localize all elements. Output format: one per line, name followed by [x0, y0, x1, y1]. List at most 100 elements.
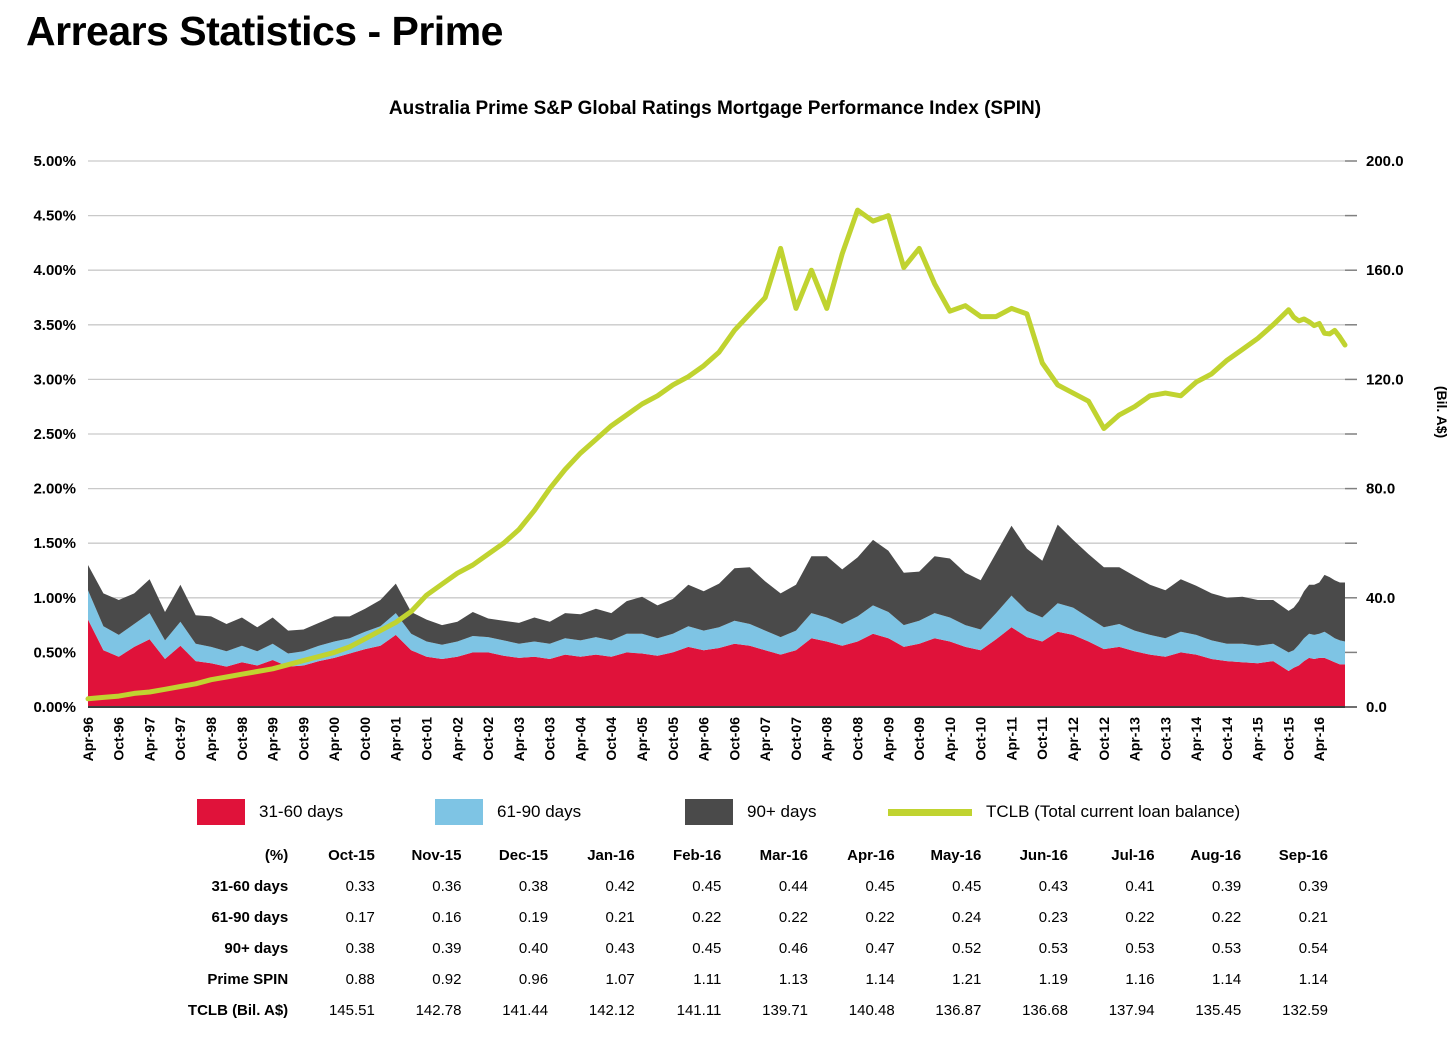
table-cell: 0.54	[1298, 940, 1328, 957]
table-row-label: Prime SPIN	[207, 971, 289, 988]
x-axis-tick-label: Apr-02	[449, 717, 465, 762]
table-month-header: Jul-16	[1111, 847, 1155, 864]
legend-label: TCLB (Total current loan balance)	[986, 802, 1241, 821]
x-axis-tick-label: Apr-97	[141, 717, 157, 762]
table-cell: 0.36	[432, 878, 462, 895]
x-axis-tick-label: Apr-08	[819, 717, 835, 762]
table-cell: 0.39	[1212, 878, 1242, 895]
table-cell: 135.45	[1195, 1002, 1242, 1019]
x-axis-tick-label: Oct-07	[788, 717, 804, 761]
legend-color-swatch	[685, 799, 733, 825]
table-month-header: Jan-16	[587, 847, 635, 864]
table-cell: 0.92	[432, 971, 462, 988]
table-cell: 1.16	[1125, 971, 1155, 988]
table-cell: 1.14	[1212, 971, 1242, 988]
x-axis-tick-label: Apr-11	[1003, 717, 1019, 761]
table-cell: 0.45	[952, 878, 982, 895]
x-axis-tick-label: Oct-01	[419, 717, 435, 761]
x-axis-tick-label: Apr-05	[634, 717, 650, 762]
x-axis-tick-label: Apr-06	[696, 717, 712, 762]
table-cell: 0.33	[345, 878, 375, 895]
x-axis-labels: Apr-96 Oct-96 Apr-97 Oct-97 Apr-98 Oct-98 Apr-…	[80, 717, 1327, 762]
legend-color-swatch	[197, 799, 245, 825]
table-cell: 0.16	[432, 909, 462, 926]
legend-item-90+: 90+ days	[685, 795, 816, 829]
table-cell: 0.96	[518, 971, 549, 988]
table-cell: 0.46	[778, 940, 809, 957]
x-axis-tick-label: Apr-07	[757, 717, 773, 762]
y-right-tick-label: 120.0	[1366, 371, 1404, 388]
x-axis-tick-label: Apr-99	[265, 717, 281, 762]
arrears-data-table: (%) Oct-15 Nov-15 Dec-15 Jan-16 Feb-16 Mar-16 A…	[4, 840, 1338, 1026]
table-month-header: Mar-16	[759, 847, 809, 864]
x-axis-tick-label: Apr-15	[1250, 717, 1266, 762]
table-month-header: Nov-15	[411, 847, 462, 864]
legend-color-swatch	[435, 799, 483, 825]
x-axis-tick-label: Oct-96	[111, 717, 127, 761]
table-cell: 1.21	[952, 971, 982, 988]
table-month-header: Apr-16	[847, 847, 895, 864]
chart-title: Australia Prime S&P Global Ratings Mortg…	[388, 98, 1042, 119]
x-axis-tick-label: Apr-14	[1188, 717, 1204, 762]
y-right-tick-label: 0.0	[1366, 699, 1387, 716]
table-cell: 0.39	[432, 940, 462, 957]
legend-item-tclb: TCLB (Total current loan balance)	[888, 795, 1240, 829]
table-cell: 0.22	[1125, 909, 1155, 926]
table-month-header: Jun-16	[1019, 847, 1068, 864]
y-left-tick-label: 3.00%	[33, 371, 76, 388]
table-row: 90+ days 0.38 0.39 0.40 0.43 0.45 0.46 0.47 0.52…	[4, 933, 1338, 964]
table-cell: 0.17	[345, 909, 375, 926]
legend-label: 61-90 days	[497, 802, 582, 821]
x-axis-tick-label: Apr-01	[388, 717, 404, 762]
y-left-axis-labels: 0.00% 0.50% 1.00% 1.50% 2.00% 2.50% 3.00% 3.50%…	[33, 153, 76, 716]
x-axis-tick-label: Apr-04	[572, 717, 588, 762]
x-axis-tick-label: Oct-09	[911, 717, 927, 761]
table-cell: 141.44	[502, 1002, 549, 1019]
x-axis-tick-label: Oct-98	[234, 717, 250, 761]
tclb-line	[85, 207, 1348, 702]
area-61-90-days	[88, 590, 1345, 671]
table-row-label: 61-90 days	[211, 909, 289, 926]
x-axis-tick-label: Oct-13	[1157, 717, 1173, 761]
table-row: 31-60 days 0.33 0.36 0.38 0.42 0.45 0.44 0.45 0.…	[4, 871, 1338, 902]
x-axis-tick-label: Apr-16	[1311, 717, 1327, 762]
legend-label: 90+ days	[747, 802, 817, 821]
table-month-header: Oct-15	[328, 847, 375, 864]
table-cell: 0.53	[1038, 940, 1068, 957]
table-cell: 0.22	[1212, 909, 1242, 926]
table-row-label: 90+ days	[224, 940, 289, 957]
y-left-tick-label: 2.50%	[33, 426, 76, 443]
x-axis-tick-label: Apr-09	[880, 717, 896, 762]
x-axis-tick-label: Oct-02	[480, 717, 496, 761]
legend-item-61-90: 61-90 days	[435, 795, 581, 829]
table-row-label: 31-60 days	[211, 878, 289, 895]
table-month-header: Dec-15	[498, 847, 549, 864]
x-axis-tick-label: Oct-15	[1280, 717, 1296, 761]
table-unit-header: (%)	[264, 847, 289, 864]
table-cell: 0.22	[692, 909, 722, 926]
table-cell: 0.24	[952, 909, 982, 926]
area-90plus-days	[88, 524, 1345, 654]
x-axis-tick-label: Apr-03	[511, 717, 527, 762]
table-cell: 0.41	[1125, 878, 1155, 895]
y-right-tick-label: 200.0	[1366, 153, 1404, 170]
y-right-tick-label: 40.0	[1366, 590, 1395, 607]
x-axis-tick-label: Apr-00	[326, 717, 342, 762]
table-cell: 0.21	[605, 909, 635, 926]
spin-chart: 0.00% 0.50% 1.00% 1.50% 2.00% 2.50% 3.00% 3.50%…	[33, 153, 1450, 762]
table-cell: 1.07	[605, 971, 635, 988]
table-cell: 139.71	[762, 1002, 809, 1019]
y-left-tick-label: 1.00%	[33, 590, 76, 607]
table-cell: 0.42	[605, 878, 635, 895]
table-cell: 0.47	[865, 940, 895, 957]
y-left-tick-label: 0.00%	[33, 699, 76, 716]
table-cell: 0.38	[518, 878, 549, 895]
page-title: Arrears Statistics - Prime	[26, 8, 503, 54]
table-cell: 145.51	[328, 1002, 375, 1019]
table-row: Prime SPIN 0.88 0.92 0.96 1.07 1.11 1.13 1.14 1.…	[4, 964, 1338, 995]
table-cell: 137.94	[1108, 1002, 1155, 1019]
x-axis-tick-label: Oct-04	[603, 717, 619, 761]
chart-legend: 31-60 days 61-90 days 90+ days TCLB (Total …	[0, 795, 1455, 829]
x-axis-tick-label: Oct-97	[172, 717, 188, 761]
table-cell: 0.21	[1298, 909, 1328, 926]
